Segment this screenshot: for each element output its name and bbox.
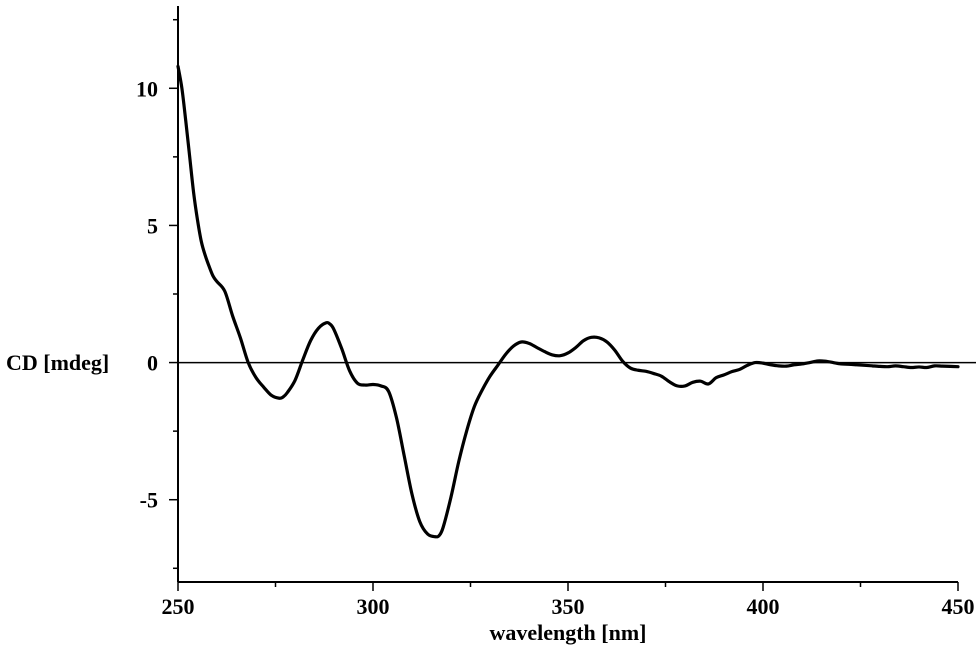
axes: [177, 6, 976, 583]
x-tick-label: 300: [357, 594, 390, 619]
series-layer: [176, 64, 960, 539]
cd-spectrum-line: [176, 64, 960, 539]
y-tick-label: 10: [136, 76, 158, 101]
tick-labels: 10 5 0 -5 250 300 350 400 450: [136, 76, 975, 619]
y-tick-label: 0: [147, 351, 158, 376]
y-axis-title: CD [mdeg]: [6, 350, 109, 375]
ticks: [169, 18, 959, 591]
x-tick-label: 400: [747, 594, 780, 619]
y-tick-label: 5: [147, 213, 158, 238]
x-tick-label: 450: [942, 594, 975, 619]
y-tick-label: -5: [140, 488, 158, 513]
x-tick-label: 250: [162, 594, 195, 619]
x-axis-title: wavelength [nm]: [489, 620, 646, 645]
x-tick-label: 350: [552, 594, 585, 619]
